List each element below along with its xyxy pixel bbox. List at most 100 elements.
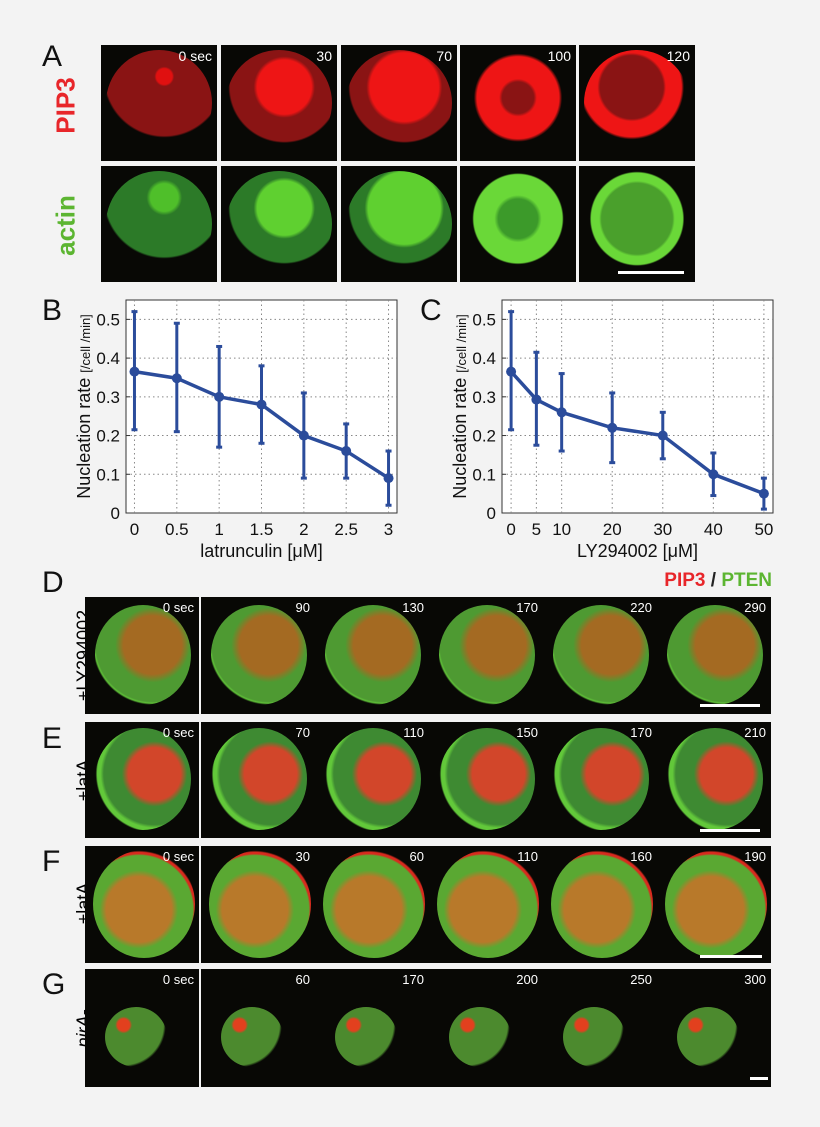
tile-g: 60 — [201, 969, 315, 1087]
y-tick-label: 0 — [487, 504, 496, 523]
data-point — [531, 394, 542, 405]
tile-g: 0 sec — [85, 969, 199, 1087]
cell-image — [551, 850, 653, 958]
panel-label-a: A — [42, 40, 63, 73]
tile-actin — [221, 166, 337, 282]
scale-bar — [618, 271, 684, 274]
time-label: 250 — [630, 972, 652, 987]
cell-image — [584, 50, 690, 156]
time-label: 220 — [630, 600, 652, 615]
time-label: 120 — [666, 48, 690, 64]
tile-actin — [460, 166, 576, 282]
x-tick-label: 50 — [754, 520, 773, 539]
x-tick-label: 0.5 — [165, 520, 189, 539]
time-label: 70 — [295, 725, 310, 740]
time-label: 0 sec — [162, 849, 194, 864]
panel-label-d: D — [42, 566, 64, 599]
x-axis-label: LY294002 [μM] — [577, 541, 698, 561]
tile-d: 130 — [315, 597, 429, 714]
cell-image — [211, 605, 307, 705]
time-label: 130 — [402, 600, 424, 615]
panel-label-g: G — [42, 968, 66, 1001]
y-tick-label: 0.5 — [472, 310, 496, 329]
x-tick-label: 1 — [214, 520, 223, 539]
time-label: 90 — [295, 600, 310, 615]
tile-e: 110 — [315, 722, 429, 838]
tile-f: 190 — [657, 846, 771, 963]
cell-image — [667, 728, 763, 830]
data-point — [256, 399, 267, 410]
cell-image — [335, 1007, 397, 1067]
tile-e: 150 — [429, 722, 543, 838]
legend-pten: PTEN — [721, 570, 772, 591]
legend-pip3: PIP3 — [664, 570, 706, 591]
chart-b: 0 0.1 0.2 0.3 0.4 0.5 0 0.5 1 1.5 2 2.5 3 latrunculin… — [74, 299, 398, 561]
time-label: 0 sec — [162, 600, 194, 615]
tile-d: 170 — [429, 597, 543, 714]
panel-label-b: B — [42, 294, 63, 327]
time-label: 150 — [516, 725, 538, 740]
tile-d: 90 — [201, 597, 315, 714]
time-label: 60 — [409, 849, 424, 864]
time-label: 160 — [630, 849, 652, 864]
data-point — [383, 473, 394, 484]
tile-f: 0 sec — [85, 846, 199, 963]
cell-image — [226, 50, 332, 156]
cell-image — [346, 50, 452, 156]
y-tick-label: 0.3 — [96, 388, 120, 407]
cell-image — [325, 605, 421, 705]
y-axis-label-text: Nucleation rate — [74, 378, 94, 499]
scale-bar — [700, 829, 760, 832]
y-tick-label: 0 — [111, 504, 120, 523]
tile-e: 170 — [543, 722, 657, 838]
y-tick-label: 0.4 — [96, 349, 120, 368]
cell-image — [667, 605, 763, 705]
time-label: 0 sec — [162, 972, 194, 987]
tile-d: 290 — [657, 597, 771, 714]
cell-image — [211, 728, 307, 830]
data-point — [171, 373, 182, 384]
x-tick-label: 0 — [506, 520, 515, 539]
cell-image — [465, 171, 571, 277]
x-tick-label: 40 — [704, 520, 723, 539]
cell-image — [563, 1007, 625, 1067]
cell-image — [226, 171, 332, 277]
data-point — [556, 407, 567, 418]
cell-image — [465, 50, 571, 156]
y-tick-label: 0.5 — [96, 310, 120, 329]
data-point — [607, 422, 618, 433]
panel-label-f: F — [42, 845, 61, 878]
tile-g: 300 — [657, 969, 771, 1087]
row-label-actin: actin — [50, 195, 81, 256]
tile-pip3: 100 — [460, 45, 576, 161]
tile-f: 30 — [201, 846, 315, 963]
x-tick-label: 2.5 — [334, 520, 358, 539]
time-label: 290 — [744, 600, 766, 615]
time-label: 0 sec — [178, 48, 212, 64]
cell-image — [553, 605, 649, 705]
tile-pip3: 0 sec — [101, 45, 217, 161]
x-tick-label: 3 — [384, 520, 393, 539]
scale-bar — [750, 1077, 768, 1080]
y-tick-label: 0.4 — [472, 349, 496, 368]
x-tick-label: 20 — [603, 520, 622, 539]
data-point — [506, 366, 517, 377]
tile-e: 70 — [201, 722, 315, 838]
tile-d: 0 sec — [85, 597, 199, 714]
tile-actin — [101, 166, 217, 282]
time-label: 200 — [516, 972, 538, 987]
time-label: 170 — [516, 600, 538, 615]
legend-separator: / — [705, 570, 722, 591]
row-label-pip3: PIP3 — [50, 77, 81, 134]
time-label: 300 — [744, 972, 766, 987]
cell-image — [95, 728, 191, 830]
y-axis-label-unit: [/cell /min] — [78, 314, 93, 373]
y-tick-label: 0.3 — [472, 388, 496, 407]
x-tick-label: 1.5 — [250, 520, 274, 539]
tile-g: 170 — [315, 969, 429, 1087]
y-tick-label: 0.1 — [472, 465, 496, 484]
cell-image — [95, 605, 191, 705]
data-point — [129, 366, 140, 377]
cell-image — [106, 50, 212, 156]
